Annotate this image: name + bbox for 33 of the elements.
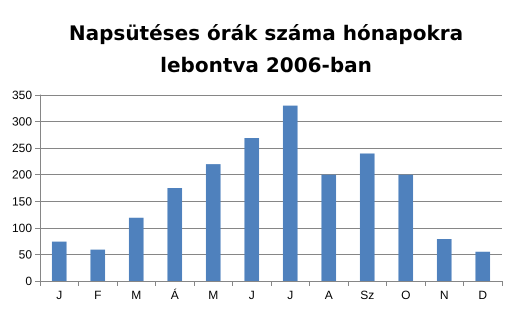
x-tick-label: J [287, 288, 294, 302]
bar [244, 138, 260, 281]
bar [52, 242, 67, 281]
x-tick-label: Á [170, 288, 179, 302]
bar [282, 106, 298, 281]
bar [90, 250, 106, 281]
bar [128, 218, 144, 281]
bar [206, 164, 221, 281]
y-tick-label: 200 [12, 168, 32, 182]
x-tick-label: N [440, 288, 449, 302]
y-tick-label: 350 [12, 88, 32, 102]
bar [398, 174, 414, 281]
chart-title: Napsütéses órák száma hónapokra lebontva 2006-ban [68, 21, 464, 77]
x-tick-label: M [131, 288, 142, 302]
x-tick-label: Sz [360, 288, 374, 302]
bar [167, 188, 182, 281]
x-tick-label: F [94, 288, 102, 302]
bar [360, 153, 375, 281]
x-tick-label: O [401, 288, 410, 302]
x-tick-label: J [248, 288, 255, 302]
y-tick-label: 300 [12, 114, 32, 129]
x-tick-label: A [324, 288, 333, 302]
y-tick-label: 100 [12, 220, 32, 235]
bar [436, 239, 452, 281]
x-tick-label: J [56, 288, 62, 302]
y-tick-label: 250 [12, 141, 32, 156]
y-tick-label: 0 [25, 274, 32, 288]
x-tick-label: D [478, 288, 488, 302]
y-tick-label: 150 [12, 194, 32, 208]
x-tick-label: M [208, 288, 218, 302]
y-tick-label: 50 [18, 247, 32, 262]
bar [321, 174, 336, 281]
bar [475, 252, 490, 281]
